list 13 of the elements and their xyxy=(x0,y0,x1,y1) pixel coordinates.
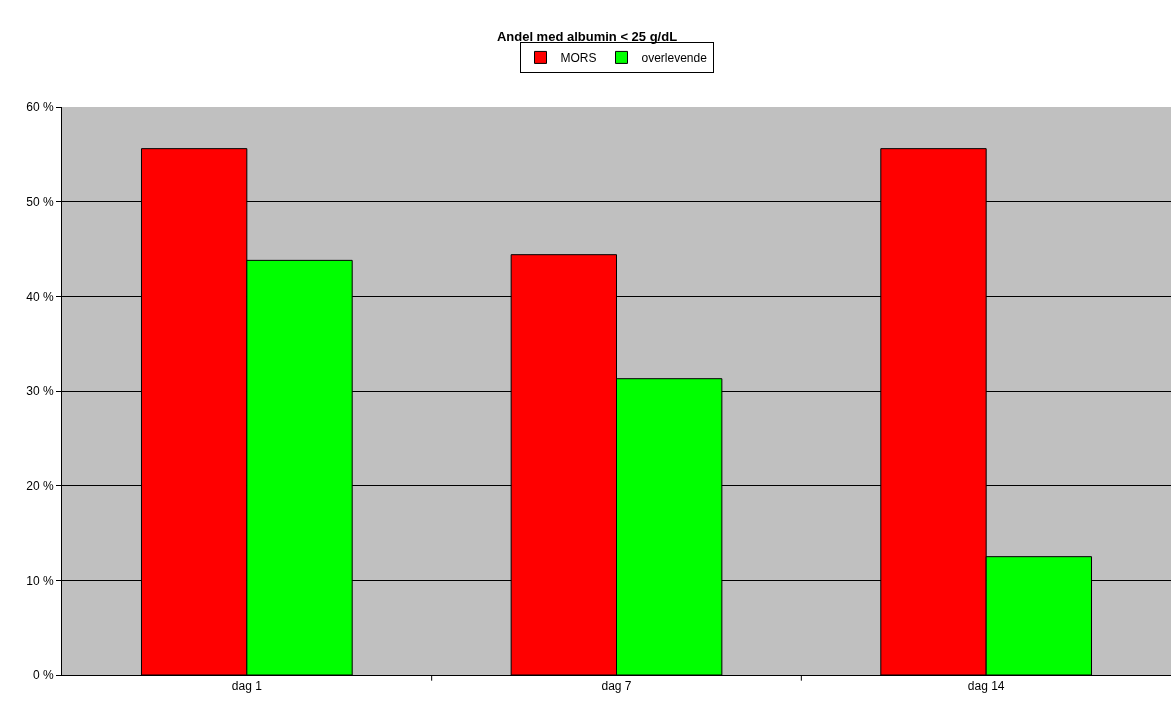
legend-label: overlevende xyxy=(641,51,708,66)
y-tick-label: 0 % xyxy=(32,668,54,683)
y-tick-label: 40 % xyxy=(26,289,54,304)
y-tick-label: 50 % xyxy=(26,194,54,209)
y-tick-label: 10 % xyxy=(26,573,54,588)
y-tick-label: 60 % xyxy=(26,100,54,115)
x-tick-label: dag 14 xyxy=(967,679,1005,694)
legend-label: MORS xyxy=(560,51,597,66)
y-tick-label: 30 % xyxy=(26,384,54,399)
x-tick-label: dag 1 xyxy=(231,679,263,694)
chart-title: Andel med albumin < 25 g/dL xyxy=(496,28,678,44)
y-tick-label: 20 % xyxy=(26,478,54,493)
x-tick-label: dag 7 xyxy=(601,679,632,694)
